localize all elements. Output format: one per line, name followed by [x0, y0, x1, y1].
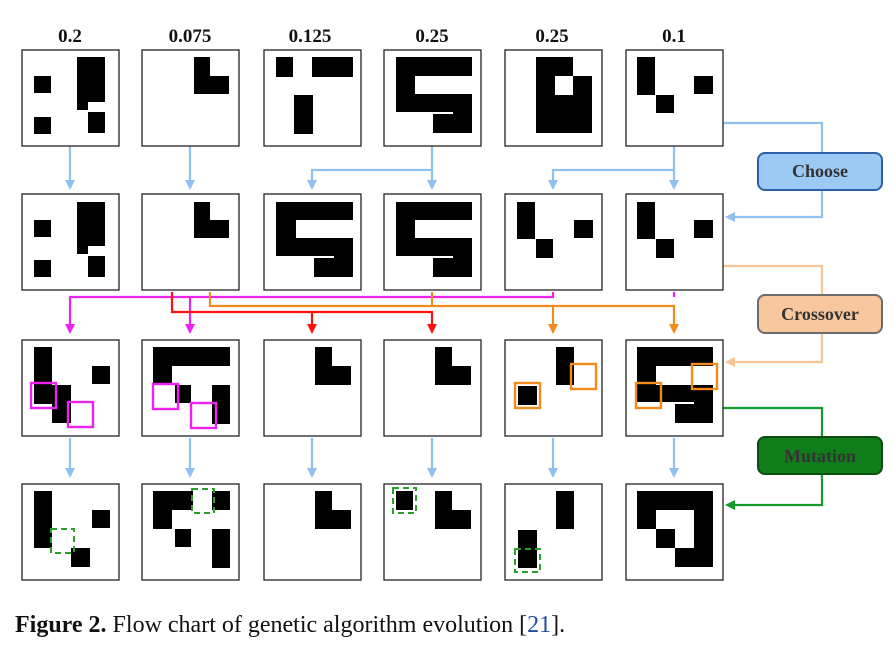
- crossover-highlight: [690, 362, 719, 391]
- choose-label: Choose: [792, 161, 848, 181]
- fitness-value-4: 0.25: [415, 26, 448, 47]
- mutation-highlight: [392, 487, 417, 514]
- grid-r2-c2: [141, 193, 240, 291]
- fitness-value-2: 0.075: [169, 26, 212, 47]
- crossover-connectors: [65, 264, 824, 367]
- crossover-highlight: [66, 400, 95, 429]
- grid-r1-c2: [141, 49, 240, 147]
- figure-caption: Figure 2. Flow chart of genetic algorith…: [15, 612, 565, 639]
- grid-r3-c1: [21, 339, 120, 437]
- grid-r2-c1: [21, 193, 120, 291]
- crossover-highlight: [634, 381, 663, 410]
- grid-r1-c4: [383, 49, 482, 147]
- grid-r4-c3: [263, 483, 362, 581]
- grid-r3-c2: [141, 339, 240, 437]
- crossover-highlight: [513, 381, 542, 410]
- grid-r4-c5: [504, 483, 603, 581]
- grid-r4-c4: [383, 483, 482, 581]
- caption-text: Flow chart of genetic algorithm evolutio…: [106, 612, 528, 638]
- grid-r3-c4: [383, 339, 482, 437]
- crossover-highlight: [29, 381, 58, 410]
- crossover-step-box: Crossover: [757, 294, 883, 334]
- fitness-value-1: 0.2: [58, 26, 82, 47]
- grid-r1-c6: [625, 49, 724, 147]
- grid-r2-c6: [625, 193, 724, 291]
- fitness-value-3: 0.125: [289, 26, 332, 47]
- figure-label: Figure 2.: [15, 612, 107, 638]
- crossover-highlight: [569, 362, 598, 391]
- crossover-label: Crossover: [781, 304, 859, 324]
- grid-r3-c5: [504, 339, 603, 437]
- caption-end: ].: [551, 612, 566, 638]
- mutation-step-box: Mutation: [757, 436, 883, 475]
- fitness-value-6: 0.1: [662, 26, 686, 47]
- fitness-value-5: 0.25: [535, 26, 568, 47]
- mutation-label: Mutation: [784, 446, 856, 466]
- grid-r2-c4: [383, 193, 482, 291]
- grid-r3-c3: [263, 339, 362, 437]
- mutation-connectors: [65, 406, 824, 510]
- mutation-highlight: [50, 528, 75, 554]
- grid-r3-c6: [625, 339, 724, 437]
- grid-r4-c1: [21, 483, 120, 581]
- grid-r4-c6: [625, 483, 724, 581]
- grid-r1-c5: [504, 49, 603, 147]
- grid-r1-c1: [21, 49, 120, 147]
- crossover-highlight: [189, 401, 218, 430]
- genetic-algorithm-flowchart: 0.2 0.075 0.125 0.25 0.25 0.1: [21, 26, 883, 581]
- mutation-highlight: [191, 488, 215, 514]
- crossover-highlight: [151, 382, 180, 411]
- citation-link[interactable]: 21: [527, 612, 552, 638]
- choose-connectors: [65, 121, 824, 222]
- grid-r2-c5: [504, 193, 603, 291]
- grid-r4-c2: [141, 483, 240, 581]
- grid-r2-c3: [263, 193, 362, 291]
- mutation-highlight: [514, 548, 541, 573]
- grid-r1-c3: [263, 49, 362, 147]
- choose-step-box: Choose: [757, 152, 883, 191]
